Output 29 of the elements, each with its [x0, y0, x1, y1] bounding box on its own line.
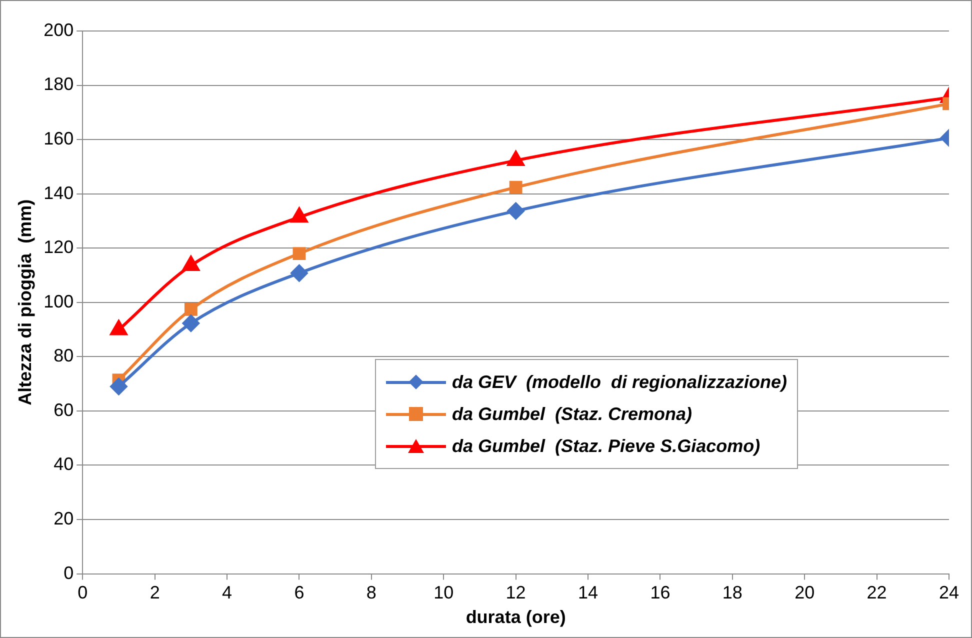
x-axis-title: durata (ore)	[466, 607, 566, 628]
x-tick-label: 0	[78, 582, 88, 603]
legend-label: da Gumbel (Staz. Pieve S.Giacomo)	[452, 436, 760, 456]
x-tick-label: 18	[722, 582, 742, 603]
legend-label: da Gumbel (Staz. Cremona)	[452, 404, 692, 424]
x-tick-label: 22	[866, 582, 887, 603]
x-tick-label: 4	[222, 582, 232, 603]
y-tick-label: 160	[44, 128, 74, 149]
y-axis-title: Altezza di pioggia (mm)	[14, 199, 35, 406]
x-tick-label: 14	[578, 582, 598, 603]
x-tick-label: 8	[366, 582, 376, 603]
x-tick-label: 12	[506, 582, 526, 603]
x-tick-label: 24	[938, 582, 960, 603]
x-tick-label: 2	[150, 582, 160, 603]
y-tick-label: 100	[44, 291, 74, 312]
y-tick-label: 180	[44, 74, 74, 94]
y-tick-label: 80	[54, 346, 74, 366]
legend-label: da GEV (modello di regionalizzazione)	[452, 372, 788, 392]
y-tick-label: 200	[44, 20, 74, 40]
y-tick-label: 40	[54, 454, 74, 474]
x-tick-label: 16	[650, 582, 670, 603]
y-tick-label: 20	[54, 508, 74, 528]
y-tick-label: 140	[44, 182, 74, 203]
x-tick-label: 6	[294, 582, 304, 603]
y-tick-label: 60	[54, 400, 74, 420]
x-tick-label: 20	[794, 582, 815, 603]
y-tick-label: 0	[64, 562, 74, 583]
y-tick-label: 120	[44, 237, 74, 258]
x-tick-label: 10	[434, 582, 454, 603]
